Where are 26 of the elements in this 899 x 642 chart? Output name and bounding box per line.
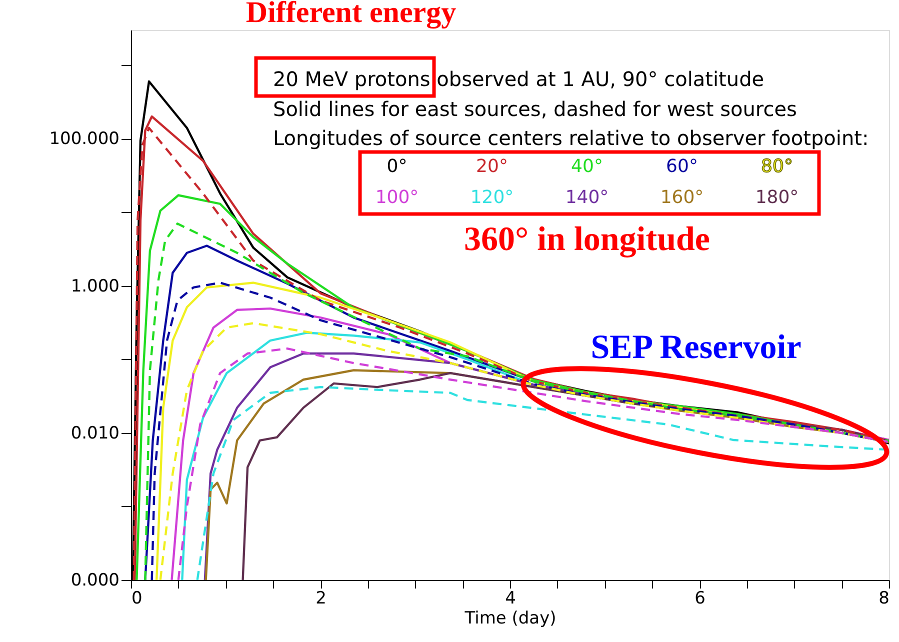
- annotation: 360° in longitude: [464, 221, 710, 258]
- text: 60°: [666, 156, 698, 177]
- annotation: 20 MeV protons observed at 1 AU, 90° colatitude: [273, 67, 764, 91]
- text: 40°: [571, 156, 603, 177]
- text: 0°: [386, 156, 408, 177]
- x-tick-label: 8: [878, 588, 890, 608]
- y-tick-label: 1.000: [70, 276, 120, 296]
- text: 100°: [375, 187, 419, 208]
- x-tick-label: 4: [505, 588, 516, 608]
- annotation: Longitudes of source centers relative to observer footpoint:: [273, 126, 869, 150]
- text: 80°: [761, 156, 793, 177]
- text: 120°: [470, 187, 514, 208]
- y-tick-label: 0.010: [70, 423, 120, 444]
- annotation: SEP Reservoir: [590, 329, 802, 366]
- text: 180°: [755, 187, 799, 208]
- x-tick-label: 2: [316, 588, 326, 608]
- annotation: Solid lines for east sources, dashed for west sources: [273, 97, 797, 121]
- x-tick-label: 6: [694, 588, 706, 608]
- y-tick-label: 100.000: [49, 129, 120, 150]
- y-tick-label: 0.000: [70, 570, 120, 590]
- text: Different energy: [246, 0, 456, 29]
- x-tick-label: 0: [132, 588, 142, 608]
- x-axis-title: Time (day): [464, 608, 556, 628]
- text: 160°: [660, 187, 704, 208]
- text: 20°: [476, 156, 508, 177]
- text: 140°: [565, 187, 609, 208]
